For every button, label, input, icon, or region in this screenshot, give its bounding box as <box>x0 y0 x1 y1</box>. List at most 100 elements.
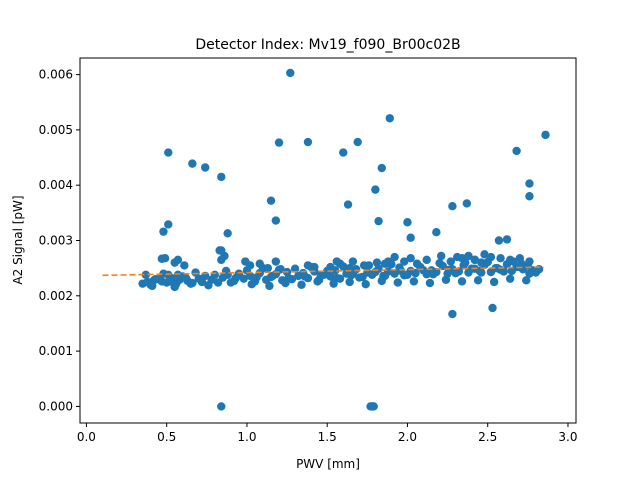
data-point <box>525 269 534 278</box>
data-point <box>226 278 236 287</box>
data-point <box>361 279 370 289</box>
data-point <box>383 257 393 266</box>
data-point <box>271 257 281 266</box>
data-point <box>534 265 544 274</box>
data-point <box>223 229 232 238</box>
data-point <box>502 235 512 244</box>
x-tick-label: 1.5 <box>318 430 337 444</box>
data-point <box>441 275 451 284</box>
data-point <box>339 148 348 157</box>
data-point <box>377 163 386 173</box>
data-point <box>448 202 457 211</box>
data-point <box>403 270 412 279</box>
x-axis: 0.0 0.5 1.0 1.5 2.0 2.5 3.0 <box>77 423 578 444</box>
data-point <box>525 179 534 188</box>
x-tick-label: 1.0 <box>237 430 256 444</box>
data-point <box>290 264 300 273</box>
data-point <box>355 273 364 282</box>
data-point <box>201 163 210 172</box>
data-point <box>343 200 353 209</box>
data-point <box>186 279 195 288</box>
data-point <box>271 216 281 225</box>
data-point <box>512 146 521 156</box>
y-axis: 0.000 0.001 0.002 0.003 0.004 0.005 0.006 <box>39 68 80 413</box>
data-point <box>329 279 338 288</box>
data-point <box>444 265 454 275</box>
data-point <box>266 196 276 205</box>
data-point <box>486 252 496 262</box>
data-point <box>406 254 415 263</box>
trend-line <box>102 266 544 277</box>
data-point <box>252 273 261 282</box>
data-point <box>457 277 467 286</box>
data-point <box>400 257 409 266</box>
y-tick-label: 0.006 <box>39 68 73 82</box>
data-point <box>409 277 419 286</box>
data-point <box>345 277 354 287</box>
y-tick-label: 0.004 <box>39 178 73 192</box>
data-point <box>268 271 277 281</box>
y-tick-label: 0.005 <box>39 123 73 137</box>
data-point <box>359 261 369 270</box>
data-point <box>464 251 473 261</box>
data-point <box>522 276 531 285</box>
data-point <box>390 252 399 262</box>
data-point <box>310 262 319 272</box>
data-point <box>480 250 489 259</box>
data-point <box>494 236 504 245</box>
data-point <box>493 263 502 273</box>
data-point <box>436 251 446 261</box>
data-point <box>160 254 170 263</box>
data-point <box>371 185 380 194</box>
data-point <box>496 254 505 263</box>
data-point <box>457 254 467 263</box>
data-point <box>505 274 515 283</box>
data-point <box>281 278 290 288</box>
data-point <box>181 273 191 283</box>
y-axis-label: A2 Signal [pW] <box>11 195 25 284</box>
data-point <box>297 280 306 289</box>
data-point <box>477 258 486 267</box>
data-point <box>470 255 480 265</box>
data-point <box>348 257 358 266</box>
data-point <box>353 137 362 147</box>
data-point <box>403 218 412 227</box>
data-point <box>448 309 457 319</box>
data-point <box>435 258 444 268</box>
x-tick-label: 2.5 <box>478 430 497 444</box>
data-point <box>473 276 483 285</box>
data-point <box>164 148 173 157</box>
data-point <box>204 281 213 290</box>
data-point <box>303 137 313 147</box>
plot-area <box>102 68 550 411</box>
data-point <box>419 266 428 275</box>
data-point <box>462 199 472 208</box>
data-point <box>393 278 403 287</box>
y-tick-label: 0.003 <box>39 234 73 248</box>
data-point <box>326 262 335 272</box>
chart-title: Detector Index: Mv19_f090_Br00c02B <box>195 37 460 53</box>
y-tick-label: 0.001 <box>39 344 73 358</box>
data-point <box>210 270 220 279</box>
data-point <box>316 270 325 279</box>
data-point <box>313 277 322 286</box>
data-point <box>217 246 226 255</box>
data-point <box>425 278 435 288</box>
data-point <box>432 228 441 237</box>
data-point <box>446 257 455 266</box>
data-point <box>170 282 179 292</box>
data-point <box>239 274 248 283</box>
y-tick-label: 0.000 <box>39 399 73 413</box>
data-point <box>217 172 226 182</box>
data-point <box>180 261 189 270</box>
data-point <box>303 261 313 270</box>
y-tick-label: 0.002 <box>39 289 73 303</box>
data-point <box>411 268 420 278</box>
data-point <box>489 277 499 287</box>
data-point <box>412 259 422 268</box>
x-axis-label: PWV [mm] <box>296 457 360 471</box>
data-point <box>197 277 207 287</box>
data-point <box>191 268 200 277</box>
